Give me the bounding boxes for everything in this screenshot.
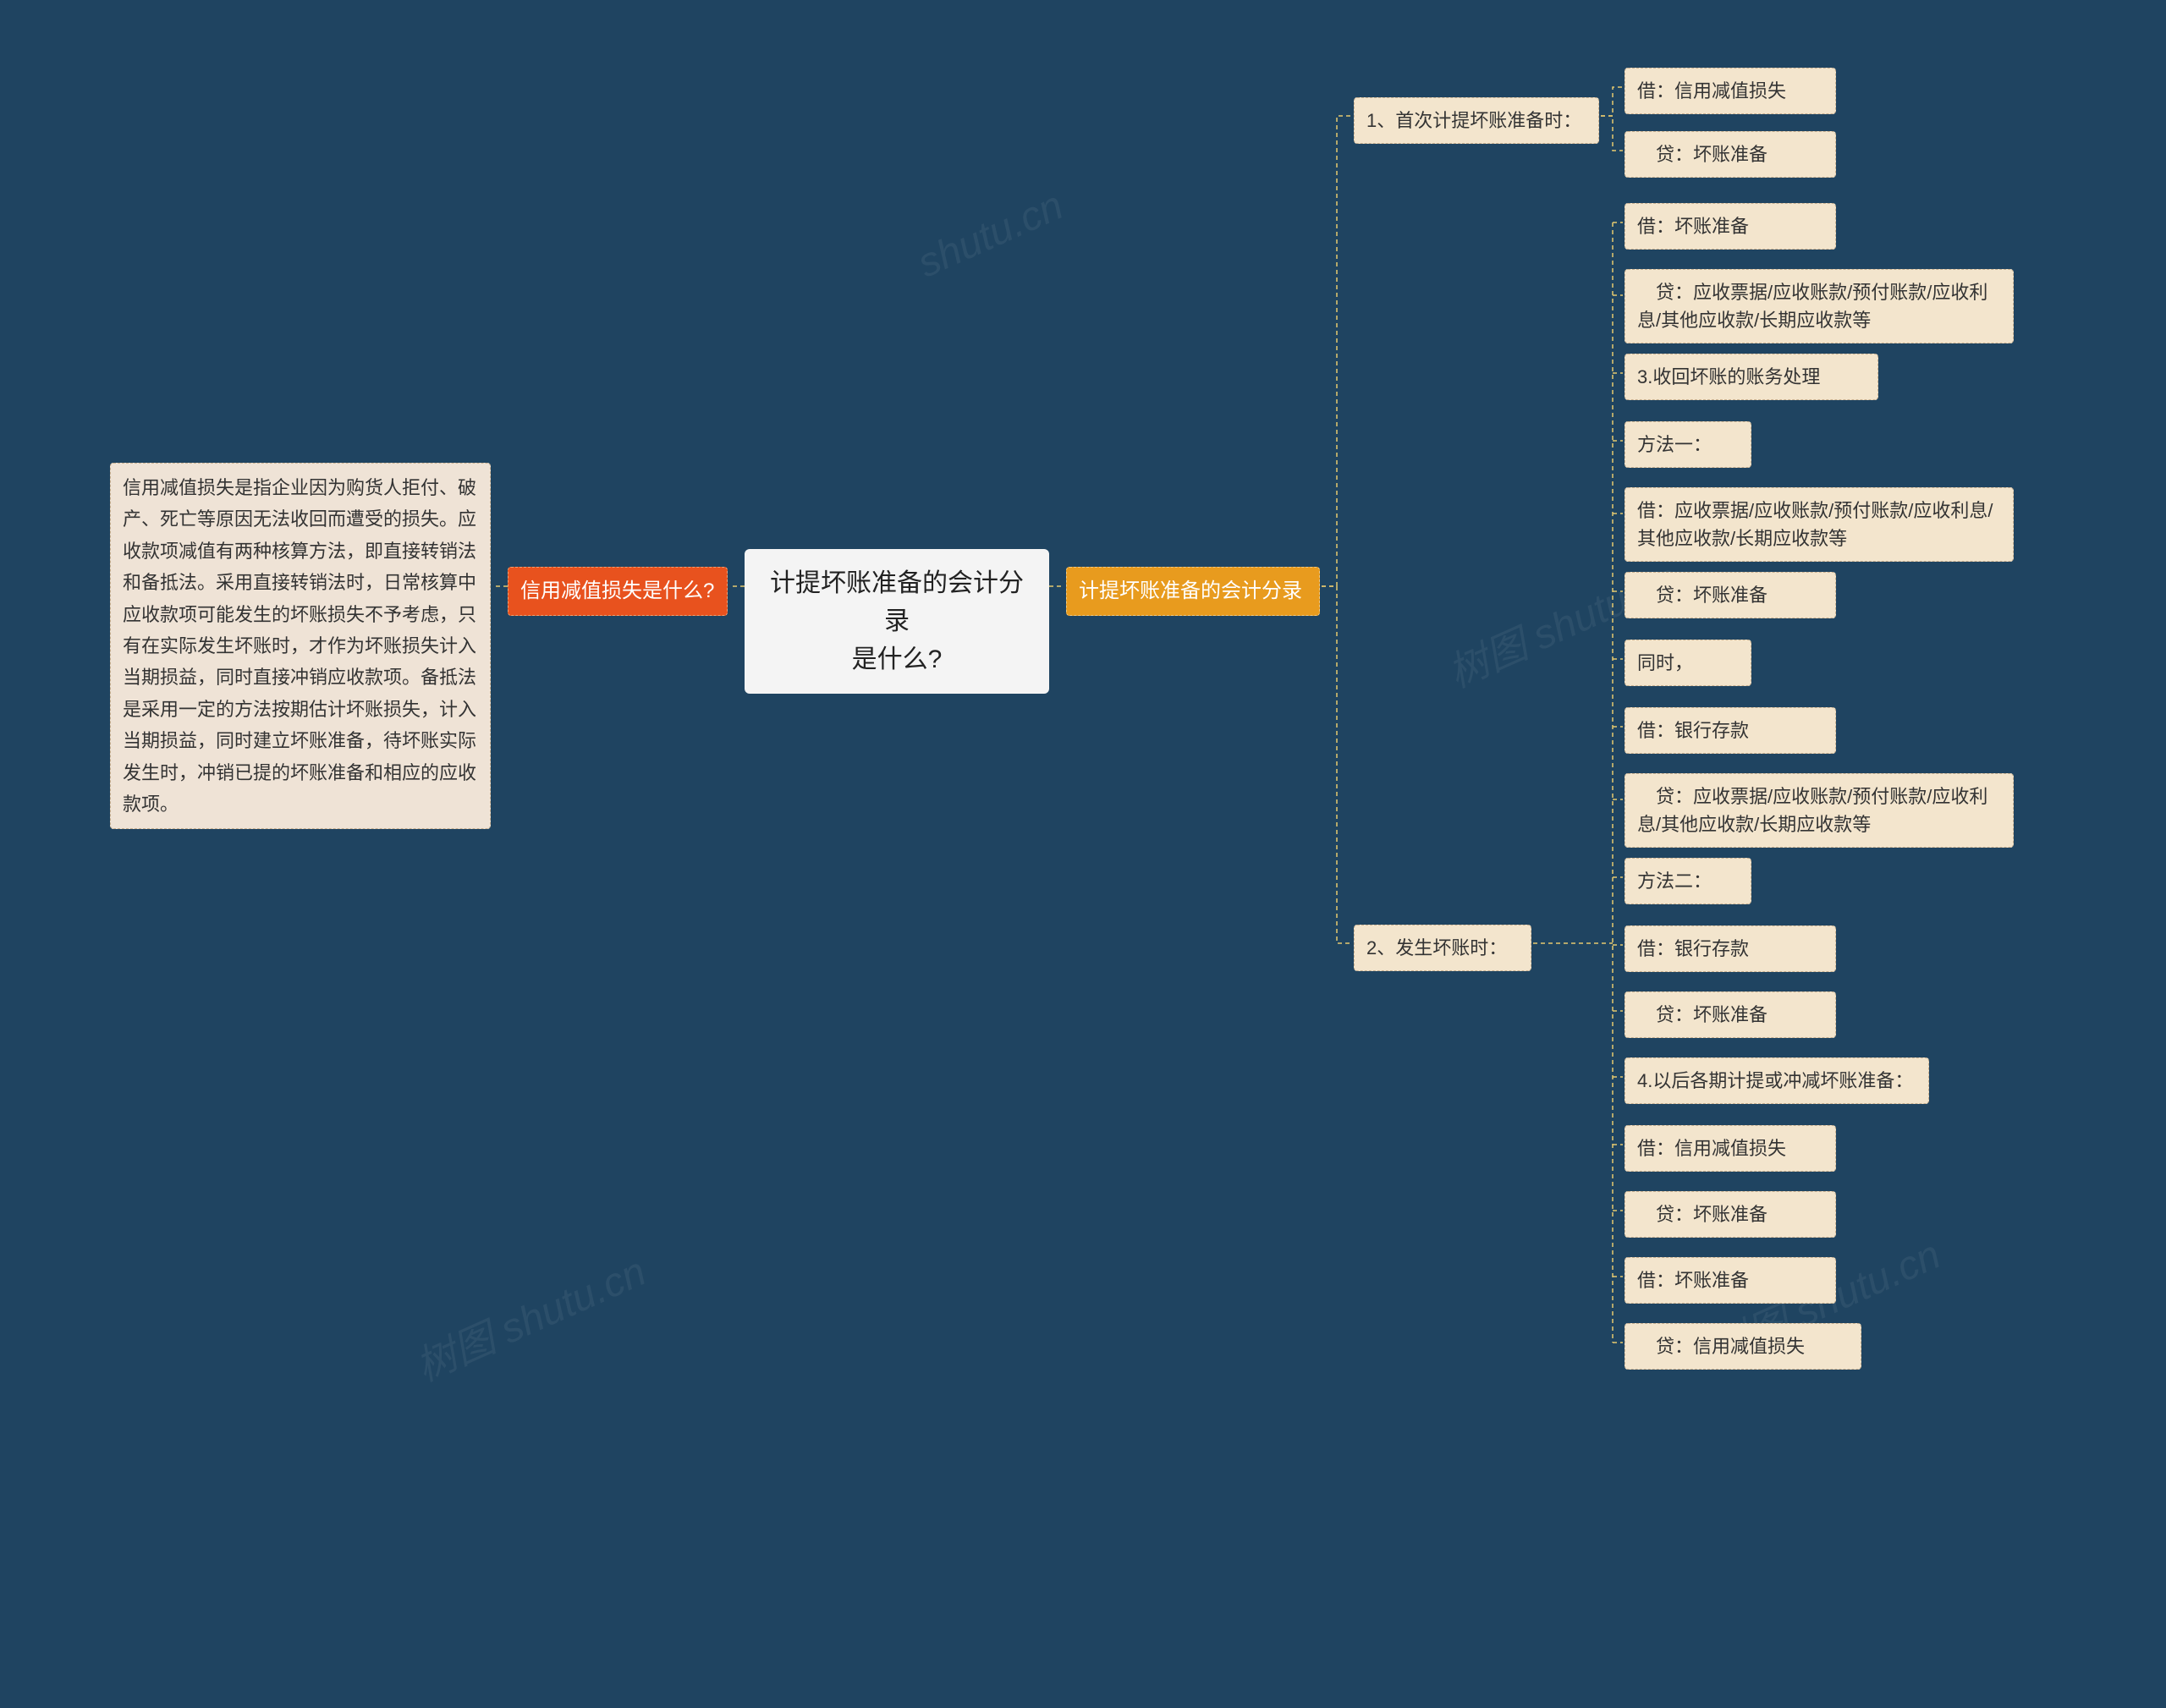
sub1-node: 1、首次计提坏账准备时： (1354, 97, 1599, 144)
sub2-leaf: 3.收回坏账的账务处理 (1624, 354, 1878, 400)
left-desc-text: 信用减值损失是指企业因为购货人拒付、破产、死亡等原因无法收回而遭受的损失。应收款… (123, 477, 476, 815)
sub2-node: 2、发生坏账时： (1354, 925, 1531, 971)
leaf-text: 贷：坏账准备 (1637, 585, 1767, 606)
leaf-text: 借：信用减值损失 (1637, 1138, 1786, 1159)
watermark: 树图 shutu.cn (404, 1238, 653, 1392)
sub2-leaf: 贷：信用减值损失 (1624, 1323, 1861, 1370)
sub2-leaf: 借：银行存款 (1624, 707, 1836, 754)
leaf-text: 方法一： (1637, 434, 1712, 455)
sub2-leaf: 借：坏账准备 (1624, 203, 1836, 250)
sub1-leaf: 贷：坏账准备 (1624, 131, 1836, 178)
left-branch-label: 信用减值损失是什么? (520, 579, 714, 602)
left-desc-node: 信用减值损失是指企业因为购货人拒付、破产、死亡等原因无法收回而遭受的损失。应收款… (110, 463, 491, 829)
leaf-text: 贷：信用减值损失 (1637, 1336, 1805, 1357)
right-branch-node: 计提坏账准备的会计分录 (1066, 567, 1320, 616)
sub1-leaf: 借：信用减值损失 (1624, 68, 1836, 114)
right-branch-label: 计提坏账准备的会计分录 (1079, 579, 1302, 602)
leaf-text: 借：银行存款 (1637, 938, 1749, 959)
left-branch-node: 信用减值损失是什么? (508, 567, 728, 616)
watermark: shutu.cn (911, 182, 1070, 287)
sub2-leaf: 方法二： (1624, 858, 1751, 904)
leaf-text: 借：应收票据/应收账款/预付账款/应收利息/其他应收款/长期应收款等 (1637, 500, 1993, 549)
leaf-text: 贷：应收票据/应收账款/预付账款/应收利息/其他应收款/长期应收款等 (1637, 282, 1987, 331)
leaf-text: 4.以后各期计提或冲减坏账准备： (1637, 1070, 1913, 1091)
leaf-text: 同时， (1637, 652, 1693, 673)
sub2-leaf: 方法一： (1624, 421, 1751, 468)
sub2-leaf: 借：信用减值损失 (1624, 1125, 1836, 1172)
sub1-label: 1、首次计提坏账准备时： (1366, 110, 1581, 131)
leaf-text: 借：银行存款 (1637, 720, 1749, 741)
root-node: 计提坏账准备的会计分录 是什么? (745, 549, 1049, 694)
sub2-leaf: 贷：应收票据/应收账款/预付账款/应收利息/其他应收款/长期应收款等 (1624, 269, 2014, 343)
leaf-text: 贷：坏账准备 (1637, 1004, 1767, 1025)
sub2-leaf: 借：应收票据/应收账款/预付账款/应收利息/其他应收款/长期应收款等 (1624, 487, 2014, 562)
sub2-leaf: 4.以后各期计提或冲减坏账准备： (1624, 1057, 1929, 1104)
root-text-line1: 计提坏账准备的会计分录 (770, 569, 1024, 635)
sub2-leaf: 贷：应收票据/应收账款/预付账款/应收利息/其他应收款/长期应收款等 (1624, 773, 2014, 848)
root-text-line2: 是什么? (852, 645, 943, 673)
leaf-text: 贷：坏账准备 (1637, 1204, 1767, 1225)
sub2-leaf: 贷：坏账准备 (1624, 572, 1836, 618)
leaf-text: 借：坏账准备 (1637, 1270, 1749, 1291)
leaf-text: 借：坏账准备 (1637, 216, 1749, 237)
leaf-text: 贷：坏账准备 (1637, 144, 1767, 165)
connector-lines (0, 0, 2166, 1708)
leaf-text: 借：信用减值损失 (1637, 80, 1786, 102)
sub2-leaf: 贷：坏账准备 (1624, 991, 1836, 1038)
sub2-leaf: 借：坏账准备 (1624, 1257, 1836, 1304)
sub2-leaf: 同时， (1624, 640, 1751, 686)
leaf-text: 3.收回坏账的账务处理 (1637, 366, 1820, 387)
leaf-text: 方法二： (1637, 870, 1712, 892)
sub2-leaf: 借：银行存款 (1624, 925, 1836, 972)
sub2-label: 2、发生坏账时： (1366, 937, 1507, 958)
leaf-text: 贷：应收票据/应收账款/预付账款/应收利息/其他应收款/长期应收款等 (1637, 786, 1987, 835)
sub2-leaf: 贷：坏账准备 (1624, 1191, 1836, 1238)
